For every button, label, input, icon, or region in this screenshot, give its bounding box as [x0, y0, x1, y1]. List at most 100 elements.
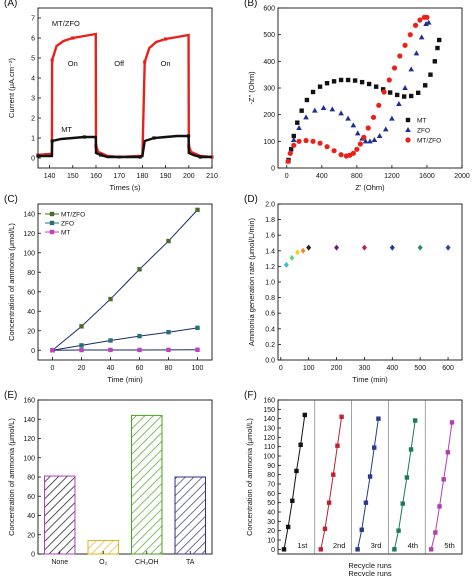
data-point: [326, 500, 332, 505]
data-point-triangle: [382, 126, 389, 132]
data-point: [318, 547, 323, 552]
data-point-circle: [357, 141, 363, 147]
x-tick-label: 1200: [384, 173, 400, 180]
data-point-triangle: [376, 133, 383, 138]
y-tick-label: 80: [27, 270, 35, 277]
y-tick-label: 100: [263, 454, 275, 461]
data-point-square: [432, 59, 438, 64]
data-point: [355, 547, 360, 552]
y-tick-label: 20: [27, 532, 35, 539]
data-point-circle: [285, 158, 291, 164]
data-point: [367, 474, 373, 479]
panel-a-transient-current: (A)Times (s)Current (μA.cm⁻²)140 150 160 17…: [4, 0, 218, 192]
run-label: 1st: [297, 541, 308, 550]
plot-frame: [37, 7, 213, 169]
x-tick-label: 2000: [454, 173, 470, 180]
data-point-square: [437, 37, 442, 43]
data-point: [36, 154, 40, 158]
legend-marker: [405, 117, 411, 123]
data-point-circle: [391, 65, 398, 71]
y-axis-label: Current (μA.cm⁻²): [7, 58, 16, 118]
y-tick-label: 1.8: [265, 217, 275, 224]
series-line: [357, 418, 379, 550]
y-axis-label: Ammonia generation rate (μmol/L/min): [247, 217, 256, 346]
y-tick-label: 80: [27, 475, 35, 482]
data-point-square: [317, 84, 323, 89]
y-tick-label: 40: [27, 513, 35, 520]
data-point: [137, 347, 142, 353]
y-tick-label: 80: [267, 472, 275, 479]
x-axis-label: Recycle runs: [348, 561, 392, 570]
data-point-square: [310, 89, 316, 95]
y-axis-label: -Z'' (Ohm): [247, 71, 256, 105]
data-point-triangle: [338, 110, 344, 116]
x-tick-label: 500: [414, 365, 426, 372]
y-tick-label: 600: [263, 6, 275, 13]
data-point-triangle: [354, 130, 361, 136]
data-point: [108, 338, 113, 343]
x-tick-label: 400: [316, 173, 328, 180]
data-point-circle: [350, 150, 356, 156]
legend-label: MT/ZFO: [417, 138, 441, 145]
y-tick-label: 0: [271, 166, 275, 173]
data-point-circle: [291, 142, 297, 148]
y-tick-label: 2: [31, 116, 35, 123]
x-tick-label: 300: [359, 365, 371, 372]
data-point-circle: [376, 102, 382, 108]
data-point-triangle: [320, 105, 327, 110]
data-point: [71, 36, 75, 40]
y-tick-label: 6: [31, 36, 35, 43]
data-point-diamond: [334, 244, 340, 251]
y-tick-label: 0.2: [265, 342, 275, 349]
run-label: 3rd: [371, 541, 382, 550]
data-point-circle: [361, 134, 367, 140]
data-point: [339, 414, 344, 419]
legend-label: MT: [61, 230, 70, 237]
data-point-circle: [331, 148, 337, 154]
data-point-circle: [397, 53, 403, 59]
data-point-diamond: [445, 244, 451, 251]
data-point: [437, 504, 442, 509]
y-tick-label: 1.0: [265, 280, 275, 287]
data-point-square: [345, 77, 351, 83]
data-point-circle: [303, 137, 309, 144]
data-point: [137, 267, 142, 272]
data-point-square: [423, 83, 428, 88]
data-point-triangle: [396, 101, 402, 106]
y-axis-label: Concentration of ammonia (μmol/L): [7, 418, 16, 536]
data-point-triangle: [362, 138, 369, 144]
data-point-square: [288, 147, 294, 152]
y-tick-label: 0.6: [265, 311, 275, 318]
data-point-circle: [417, 17, 423, 23]
data-point: [164, 37, 168, 41]
data-point: [186, 134, 191, 138]
x-tick-label: 160: [90, 173, 102, 180]
y-tick-label: 1: [31, 136, 35, 143]
data-point: [285, 524, 291, 530]
y-tick-label: 2.0: [265, 202, 275, 209]
data-point: [143, 60, 147, 64]
data-point: [50, 58, 54, 62]
data-point: [335, 443, 340, 448]
plot-frame: [37, 203, 213, 361]
x-tick-label: 0: [279, 365, 283, 372]
x-tick-label: 100: [303, 365, 315, 372]
series-line: [52, 209, 198, 351]
series-line: [52, 327, 198, 351]
data-point: [441, 477, 446, 482]
data-point-diamond: [295, 249, 301, 256]
y-tick-label: 40: [267, 510, 275, 517]
x-axis-label: Times (s): [110, 183, 141, 192]
legend-marker: [49, 220, 55, 226]
data-point-circle: [407, 32, 413, 38]
x-tick-label: 60: [136, 365, 144, 372]
data-point: [195, 325, 200, 331]
x-axis-label: Time (min): [107, 375, 143, 384]
data-point: [50, 139, 54, 143]
data-point-square: [428, 72, 433, 77]
data-point-circle: [386, 77, 392, 83]
data-point-circle: [424, 14, 430, 20]
panel-c-ammonia-vs-time: (C) Time (min) Concentration of ammonia (μ…: [4, 194, 213, 384]
data-point: [290, 498, 295, 503]
panel-label: (A): [4, 0, 17, 9]
